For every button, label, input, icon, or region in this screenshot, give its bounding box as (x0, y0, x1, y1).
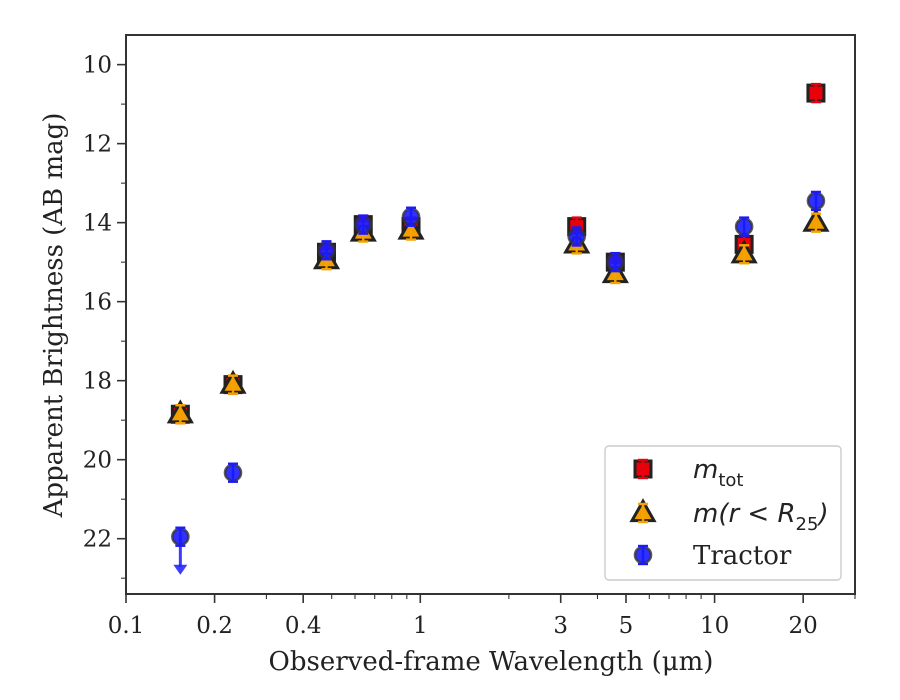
y-tick-label: 14 (83, 211, 112, 237)
x-tick-label: 0.2 (196, 613, 233, 639)
x-tick-label: 0.4 (285, 613, 322, 639)
y-tick-label: 22 (83, 527, 112, 553)
x-tick-label: 10 (700, 613, 729, 639)
y-tick-label: 10 (83, 53, 112, 79)
x-tick-label: 0.1 (108, 613, 145, 639)
x-axis-ticks: 0.1 0.2 0.4 1 3 5 10 20 (108, 594, 856, 639)
x-tick-label: 1 (413, 613, 428, 639)
y-axis-label: Apparent Brightness (AB mag) (39, 113, 69, 519)
series-circle (171, 190, 826, 575)
legend-label: Tractor (693, 541, 792, 571)
legend-item: mtot (633, 455, 743, 491)
y-tick-label: 20 (83, 448, 112, 474)
x-axis-label: Observed-frame Wavelength (μm) (269, 647, 714, 677)
x-tick-label: 20 (789, 613, 818, 639)
x-tick-label: 3 (553, 613, 568, 639)
y-tick-label: 18 (83, 369, 112, 395)
y-tick-label: 12 (83, 132, 112, 158)
data-marks (166, 82, 830, 575)
legend-label: mtot (693, 455, 743, 491)
legend-label: m(r < R25) (693, 499, 829, 535)
y-tick-label: 16 (83, 290, 112, 316)
legend: mtot m(r < R25) Tractor (604, 445, 842, 581)
x-tick-label: 5 (619, 613, 634, 639)
legend-frame (604, 445, 842, 581)
y-axis-ticks: 10 12 14 16 18 20 22 (83, 53, 126, 579)
legend-item: Tractor (633, 541, 792, 571)
upper-limit-arrowhead (173, 564, 188, 575)
legend-item: m(r < R25) (629, 498, 829, 535)
